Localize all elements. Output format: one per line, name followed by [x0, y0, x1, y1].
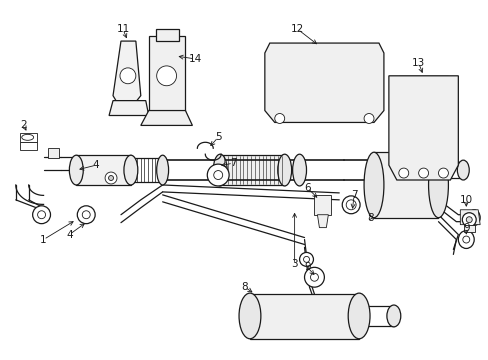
Text: 11: 11 [116, 24, 129, 34]
Text: 10: 10 [459, 195, 472, 205]
Text: 3: 3 [291, 259, 297, 269]
Polygon shape [148, 36, 185, 121]
Polygon shape [388, 76, 457, 180]
Circle shape [461, 213, 475, 227]
Polygon shape [76, 155, 131, 185]
Circle shape [438, 168, 447, 178]
Circle shape [398, 168, 408, 178]
Ellipse shape [38, 211, 45, 219]
Polygon shape [317, 215, 327, 228]
Polygon shape [20, 142, 37, 150]
Polygon shape [141, 111, 192, 125]
Ellipse shape [207, 164, 229, 186]
Polygon shape [109, 100, 148, 116]
Ellipse shape [347, 293, 369, 339]
Ellipse shape [456, 160, 468, 180]
Text: 4: 4 [66, 230, 73, 239]
Ellipse shape [213, 171, 222, 180]
Text: 14: 14 [188, 54, 202, 64]
Text: 5: 5 [214, 132, 221, 142]
Text: 7: 7 [229, 158, 236, 168]
Circle shape [105, 172, 117, 184]
Text: 8: 8 [241, 282, 248, 292]
Text: 9: 9 [462, 222, 468, 233]
Polygon shape [373, 152, 438, 218]
Ellipse shape [427, 152, 447, 218]
Ellipse shape [239, 293, 260, 339]
Polygon shape [459, 210, 479, 225]
Circle shape [156, 66, 176, 86]
Polygon shape [220, 155, 284, 185]
Ellipse shape [462, 236, 469, 243]
Text: 7: 7 [350, 190, 357, 200]
Ellipse shape [77, 206, 95, 224]
Ellipse shape [386, 305, 400, 327]
Text: 9: 9 [304, 262, 310, 272]
Ellipse shape [457, 231, 473, 248]
Ellipse shape [468, 210, 479, 226]
Ellipse shape [364, 152, 383, 218]
Circle shape [120, 68, 136, 84]
Ellipse shape [304, 267, 324, 287]
Polygon shape [20, 133, 37, 142]
Ellipse shape [310, 273, 318, 281]
Polygon shape [47, 148, 60, 158]
Circle shape [418, 168, 427, 178]
Ellipse shape [69, 155, 83, 185]
Ellipse shape [292, 154, 306, 186]
Ellipse shape [123, 155, 138, 185]
Text: 8: 8 [367, 213, 373, 223]
Ellipse shape [299, 252, 313, 266]
Circle shape [346, 200, 355, 210]
Text: 13: 13 [411, 58, 425, 68]
Polygon shape [463, 225, 474, 231]
Circle shape [108, 176, 113, 180]
Text: 6: 6 [304, 183, 310, 193]
Polygon shape [249, 294, 358, 339]
Circle shape [466, 217, 471, 223]
Text: 1: 1 [40, 234, 47, 244]
Text: 12: 12 [290, 24, 304, 34]
Text: 2: 2 [20, 121, 27, 130]
Ellipse shape [156, 155, 168, 185]
Polygon shape [314, 195, 331, 215]
Ellipse shape [21, 134, 34, 140]
Circle shape [274, 113, 284, 123]
Ellipse shape [277, 154, 291, 186]
Text: 4: 4 [93, 160, 99, 170]
Ellipse shape [342, 196, 359, 214]
Polygon shape [264, 43, 383, 122]
Ellipse shape [303, 256, 309, 262]
Polygon shape [113, 41, 141, 105]
Polygon shape [155, 29, 178, 41]
Ellipse shape [213, 154, 226, 186]
Circle shape [364, 113, 373, 123]
Ellipse shape [33, 206, 50, 224]
Ellipse shape [82, 211, 90, 219]
